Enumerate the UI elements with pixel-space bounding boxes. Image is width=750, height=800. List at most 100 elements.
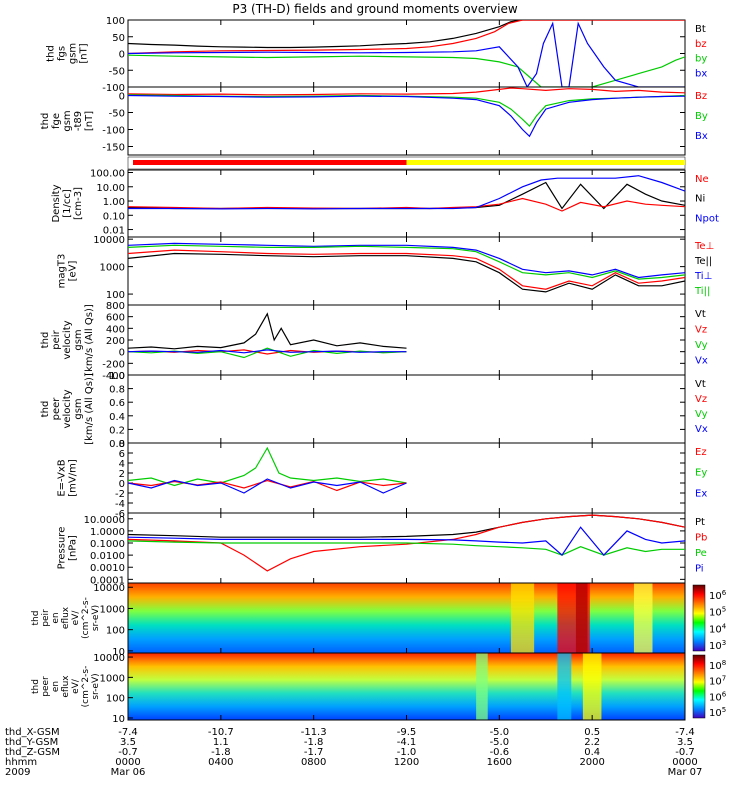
ytick-label-fge: -150 bbox=[102, 143, 125, 154]
ytick-label-peir_eflux: 10 bbox=[112, 647, 125, 658]
xaxis-tick-20-2: 0.4 bbox=[584, 747, 600, 758]
ytick-label-peir_vel: -400 bbox=[102, 371, 125, 382]
ylabel-peer_eflux: thd bbox=[31, 679, 41, 694]
colorbar-tick-peir_eflux: 106 bbox=[709, 589, 727, 602]
ylabel-fgs: gsm bbox=[68, 43, 79, 64]
legend-peir_vel-Vx: Vx bbox=[695, 356, 708, 367]
ytick-label-pressure: 0.1000 bbox=[90, 539, 125, 550]
colorbar-tick-peer_eflux: 106 bbox=[709, 690, 727, 703]
series-fgs-bx bbox=[128, 21, 685, 87]
xaxis-tick-0-4: Mar 06 bbox=[111, 767, 146, 778]
series-pressure-Pi bbox=[128, 526, 685, 557]
ylabel-peer_eflux: eV/ bbox=[71, 678, 81, 694]
xaxis-tick-16-0: -5.0 bbox=[490, 727, 510, 738]
ylabel-peer_eflux: en bbox=[51, 681, 61, 692]
ylabel-peer_vel: velocity bbox=[62, 389, 73, 428]
ytick-label-temp: 10000 bbox=[93, 235, 125, 246]
ylabel-peer_eflux: (cm^2-s- bbox=[81, 666, 91, 708]
xaxis-tick-16-1: -5.0 bbox=[490, 737, 510, 748]
status-bar-yellow bbox=[406, 160, 685, 165]
ylabel-fge: -t89 bbox=[73, 111, 84, 131]
ytick-label-peer_vel: 0.6 bbox=[109, 398, 125, 409]
ytick-label-pressure: 0.0010 bbox=[90, 563, 125, 574]
legend-peer_vel-Vx: Vx bbox=[695, 424, 708, 435]
series-fge-Bz bbox=[128, 87, 685, 96]
legend-fgs-by: by bbox=[695, 54, 707, 65]
ytick-label-peer_eflux: 100 bbox=[106, 694, 125, 705]
ylabel-peir_vel: velocity bbox=[62, 320, 73, 359]
ytick-label-efield: -2 bbox=[115, 489, 125, 500]
legend-density-Ni: Ni bbox=[695, 194, 705, 205]
ytick-label-efield: 6 bbox=[119, 449, 125, 460]
spectrogram-band bbox=[582, 653, 602, 720]
series-density-Ni bbox=[128, 181, 685, 210]
series-temp-Te⊥ bbox=[128, 249, 685, 290]
legend-density-Npot: Npot bbox=[695, 213, 719, 224]
series-temp-Ti|| bbox=[128, 244, 685, 280]
ylabel-fgs: [nT] bbox=[79, 43, 90, 63]
ylabel-peer_eflux: sr-eV) bbox=[91, 673, 101, 699]
ytick-label-peer_eflux: 10 bbox=[112, 714, 125, 725]
legend-peir_vel-Vy: Vy bbox=[695, 340, 708, 351]
ylabel-fgs: thd bbox=[46, 45, 57, 62]
series-peir_vel-Vx bbox=[128, 349, 407, 354]
panel-frame-efield bbox=[127, 442, 686, 514]
colorbar-tick-peir_eflux: 104 bbox=[709, 622, 727, 635]
ylabel-density: [cm-3] bbox=[73, 187, 84, 220]
legend-peer_vel-Vt: Vt bbox=[695, 379, 706, 390]
ylabel-fge: thd bbox=[40, 113, 51, 130]
xaxis-tick-20-0: 0.5 bbox=[584, 727, 600, 738]
ytick-label-pressure: 1.0000 bbox=[90, 527, 125, 538]
ylabel-peer_vel: thd bbox=[40, 401, 51, 418]
ytick-label-density: 100.00 bbox=[90, 169, 125, 180]
series-pressure-Pb bbox=[128, 514, 685, 572]
colorbar-tick-peir_eflux: 105 bbox=[709, 606, 726, 619]
panel-frame-peir_vel bbox=[127, 304, 686, 376]
ytick-label-peir_eflux: 100 bbox=[106, 626, 125, 637]
ylabel-peir_vel: [km/s (All Qs)] bbox=[84, 304, 95, 376]
xaxis-tick-4-0: -10.7 bbox=[208, 727, 234, 738]
ylabel-peer_vel: [km/s (All Qs)] bbox=[84, 373, 95, 445]
spectrogram-band bbox=[633, 583, 653, 653]
colorbar-tick-peir_eflux: 103 bbox=[709, 639, 726, 652]
ytick-label-peir_vel: -200 bbox=[102, 359, 125, 370]
ylabel-efield: [mV/m] bbox=[68, 459, 79, 497]
ylabel-fgs: fgs bbox=[57, 46, 68, 61]
xaxis-tick-12-1: -4.1 bbox=[397, 737, 417, 748]
panel-frame-fge bbox=[127, 86, 686, 156]
ytick-label-temp: 100 bbox=[106, 290, 125, 301]
ytick-label-fgs: 100 bbox=[106, 16, 125, 27]
ytick-label-peir_vel: 400 bbox=[106, 324, 125, 335]
ytick-label-fge: -50 bbox=[109, 109, 125, 120]
xaxis-tick-12-3: 1200 bbox=[394, 757, 419, 768]
ytick-label-peer_vel: 1.0 bbox=[109, 371, 125, 382]
ylabel-peir_vel: gsm bbox=[73, 329, 84, 350]
ylabel-peir_eflux: eflux bbox=[61, 606, 71, 629]
series-fgs-bz bbox=[128, 20, 685, 55]
ylabel-peir_eflux: (cm^2-s- bbox=[81, 597, 91, 639]
xaxis-row-label-3: hhmm bbox=[5, 757, 37, 768]
legend-fgs-bx: bx bbox=[695, 68, 707, 79]
ylabel-fge: gsm bbox=[62, 110, 73, 131]
ytick-label-peer_vel: 0.2 bbox=[109, 425, 125, 436]
series-temp-Te|| bbox=[128, 252, 685, 293]
ylabel-peir_vel: thd bbox=[40, 332, 51, 349]
ytick-label-efield: 8 bbox=[119, 439, 125, 450]
ytick-label-fge: 0 bbox=[119, 92, 125, 103]
spectrogram-band bbox=[575, 583, 588, 653]
series-density-Ne bbox=[128, 197, 685, 212]
ytick-label-peer_vel: 0.0 bbox=[109, 439, 125, 450]
status-bar-red bbox=[133, 160, 407, 165]
xaxis-row-label-0: thd_X-GSM bbox=[5, 727, 60, 738]
ylabel-peer_eflux: eflux bbox=[61, 675, 71, 698]
legend-fgs-Bt: Bt bbox=[695, 24, 706, 35]
xaxis-tick-4-3: 0400 bbox=[208, 757, 233, 768]
ytick-label-peir_vel: 600 bbox=[106, 313, 125, 324]
colorbar-peir_eflux bbox=[692, 584, 706, 652]
ylabel-peir_eflux: eV/ bbox=[71, 610, 81, 626]
xaxis-tick-8-3: 0800 bbox=[301, 757, 326, 768]
xaxis-tick-0-2: -0.7 bbox=[118, 747, 138, 758]
xaxis-tick-24-1: 3.5 bbox=[677, 737, 693, 748]
panel-frame-fgs bbox=[127, 19, 686, 88]
ylabel-peir_eflux: peir bbox=[41, 609, 51, 627]
